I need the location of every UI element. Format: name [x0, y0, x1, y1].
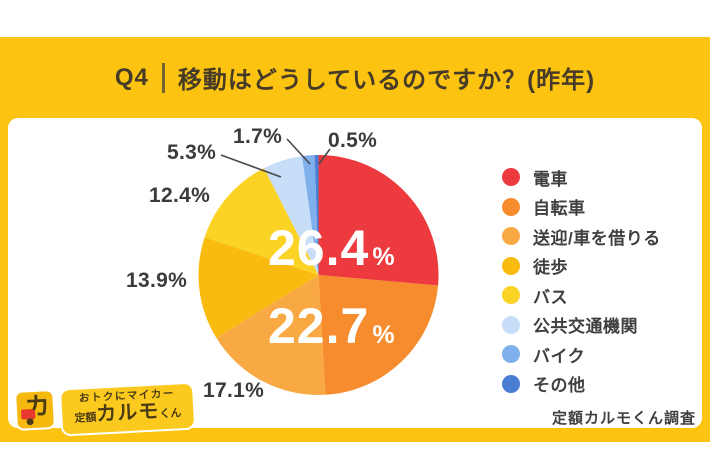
legend-item-public-transport: 公共交通機関 — [502, 314, 661, 336]
legend-dot-bus — [502, 286, 520, 304]
legend-item-pickup-or-borrowed-car: 送迎/車を借りる — [502, 225, 661, 248]
title-divider — [161, 62, 165, 93]
legend-item-bicycle: 自転車 — [502, 196, 661, 218]
legend-item-train: 電車 — [502, 166, 661, 189]
legend: 電車 自転車 送迎/車を借りる 徒歩 バス 公共交通機関 バイク その他 — [502, 166, 661, 395]
karumo-logo-icon: カ — [14, 388, 57, 431]
question-text: 移動はどうしているのですか？(昨年) — [177, 67, 596, 94]
truck-wheel-icon — [26, 418, 34, 426]
legend-dot-public-transport — [502, 315, 520, 334]
legend-label-bicycle: 自転車 — [533, 199, 586, 218]
logo-brand-name: カルモ — [95, 400, 160, 426]
logo-brand-prefix: 定額 — [74, 411, 97, 425]
legend-item-motorbike: バイク — [502, 343, 661, 366]
legend-dot-pickup-or-borrowed-car — [502, 227, 520, 245]
legend-label-bus: バス — [533, 287, 568, 307]
legend-label-walking: 徒歩 — [533, 258, 568, 277]
legend-dot-motorbike — [502, 345, 520, 363]
legend-item-bus: バス — [502, 284, 661, 307]
legend-item-other: その他 — [502, 373, 661, 395]
survey-credit: 定額カルモくん調査 — [551, 410, 696, 427]
legend-label-public-transport: 公共交通機関 — [533, 317, 638, 336]
logo-brand-suffix: くん — [159, 407, 182, 421]
legend-label-train: 電車 — [533, 169, 568, 189]
legend-label-other: その他 — [533, 376, 586, 395]
question-number: Q4 — [114, 63, 149, 91]
karumo-logo-pill: おトクにマイカー 定額カルモくん — [58, 381, 197, 437]
legend-dot-bicycle — [502, 197, 520, 216]
legend-label-motorbike: バイク — [533, 346, 586, 366]
legend-item-walking: 徒歩 — [502, 255, 661, 277]
legend-dot-train — [502, 168, 520, 186]
legend-dot-walking — [502, 256, 520, 275]
logo-brand-line: 定額カルモくん — [74, 400, 182, 430]
question-title: Q4 移動はどうしているのですか？(昨年) — [0, 37, 710, 118]
karumo-logo: カ おトクにマイカー 定額カルモくん — [14, 381, 197, 439]
legend-dot-other — [502, 374, 520, 393]
legend-label-pickup-or-borrowed-car: 送迎/車を借りる — [533, 228, 661, 248]
